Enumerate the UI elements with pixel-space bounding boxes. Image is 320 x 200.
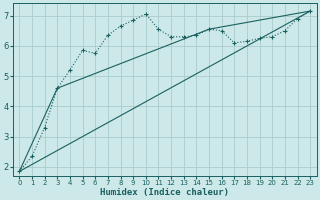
X-axis label: Humidex (Indice chaleur): Humidex (Indice chaleur): [100, 188, 229, 197]
